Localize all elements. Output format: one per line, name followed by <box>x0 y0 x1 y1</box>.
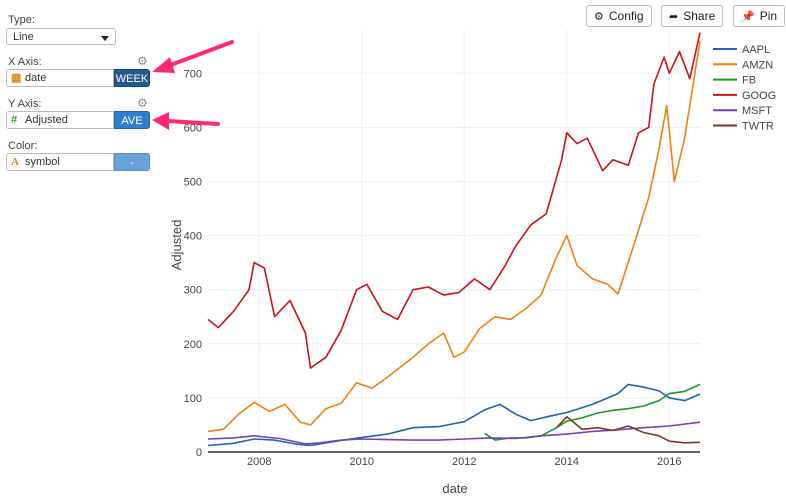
config-sidebar: Type: Line X Axis: ⚙ ▦ date WEEK Y Axis:… <box>0 0 160 502</box>
series-line-twtr <box>555 416 701 444</box>
number-icon: # <box>11 114 18 126</box>
y-tick-label: 400 <box>184 231 202 243</box>
y-axis-gear-icon[interactable]: ⚙ <box>137 96 148 110</box>
chart-grid <box>208 30 700 453</box>
color-field-value: symbol <box>25 156 60 168</box>
chart-legend: AAPL AMZN FB GOOG MSFT TWTR <box>713 44 776 133</box>
share-button[interactable]: ➦ Share <box>661 5 724 27</box>
color-label: Color: <box>8 140 38 152</box>
chart-lines <box>207 32 701 447</box>
pin-button[interactable]: 📌 Pin <box>733 5 786 27</box>
color-field[interactable]: A symbol <box>6 153 114 171</box>
y-tick-label: 0 <box>196 447 202 459</box>
y-tick-label: 700 <box>184 68 202 80</box>
color-aggregation-button[interactable]: - <box>114 153 150 171</box>
legend-entry-fb[interactable]: FB <box>742 75 756 87</box>
series-line-amzn <box>207 40 701 433</box>
x-axis-gear-icon[interactable]: ⚙ <box>137 54 148 68</box>
y-axis-label: Y Axis: <box>8 98 42 110</box>
y-axis-title: Adjusted <box>169 220 184 271</box>
y-tick-label: 500 <box>184 176 202 188</box>
gear-icon: ⚙ <box>594 11 604 23</box>
pin-icon: 📌 <box>741 11 755 23</box>
legend-entry-aapl[interactable]: AAPL <box>742 44 770 56</box>
y-tick-label: 300 <box>184 285 202 297</box>
type-select[interactable]: Line <box>6 28 116 45</box>
y-tick-label: 100 <box>184 393 202 405</box>
series-line-aapl <box>207 383 701 447</box>
x-tick-label: 2014 <box>555 456 579 468</box>
y-axis-aggregation-button[interactable]: AVE <box>114 111 150 129</box>
type-label: Type: <box>8 14 35 26</box>
x-tick-label: 2010 <box>350 456 374 468</box>
y-tick-label: 200 <box>184 339 202 351</box>
y-axis-field[interactable]: # Adjusted <box>6 111 114 129</box>
calendar-icon: ▦ <box>11 72 22 84</box>
y-axis-field-value: Adjusted <box>25 114 68 126</box>
chevron-down-icon <box>101 36 109 41</box>
x-axis-field[interactable]: ▦ date <box>6 69 114 87</box>
x-tick-label: 2008 <box>247 456 271 468</box>
pin-button-label: Pin <box>759 9 778 23</box>
y-tick-label: 600 <box>184 122 202 134</box>
type-select-value: Line <box>13 31 34 43</box>
x-tick-label: 2012 <box>452 456 476 468</box>
x-tick-label: 2016 <box>657 456 681 468</box>
legend-entry-msft[interactable]: MSFT <box>742 105 772 117</box>
x-axis-field-value: date <box>25 72 47 84</box>
x-axis-title: date <box>442 481 467 496</box>
x-axis-label: X Axis: <box>8 56 42 68</box>
config-button-label: Config <box>608 9 644 23</box>
legend-entry-goog[interactable]: GOOG <box>742 90 776 102</box>
share-button-label: Share <box>683 9 716 23</box>
share-icon: ➦ <box>669 11 679 23</box>
chart-axes: 0 100 200 300 400 500 600 700 2008 2010 2012 2014 20… <box>184 68 700 468</box>
x-axis-aggregation-button[interactable]: WEEK <box>114 69 150 87</box>
legend-entry-amzn[interactable]: AMZN <box>742 59 773 71</box>
series-line-goog <box>207 32 701 369</box>
legend-entry-twtr[interactable]: TWTR <box>742 121 774 133</box>
text-type-icon: A <box>11 156 19 168</box>
config-button[interactable]: ⚙ Config <box>586 5 652 27</box>
